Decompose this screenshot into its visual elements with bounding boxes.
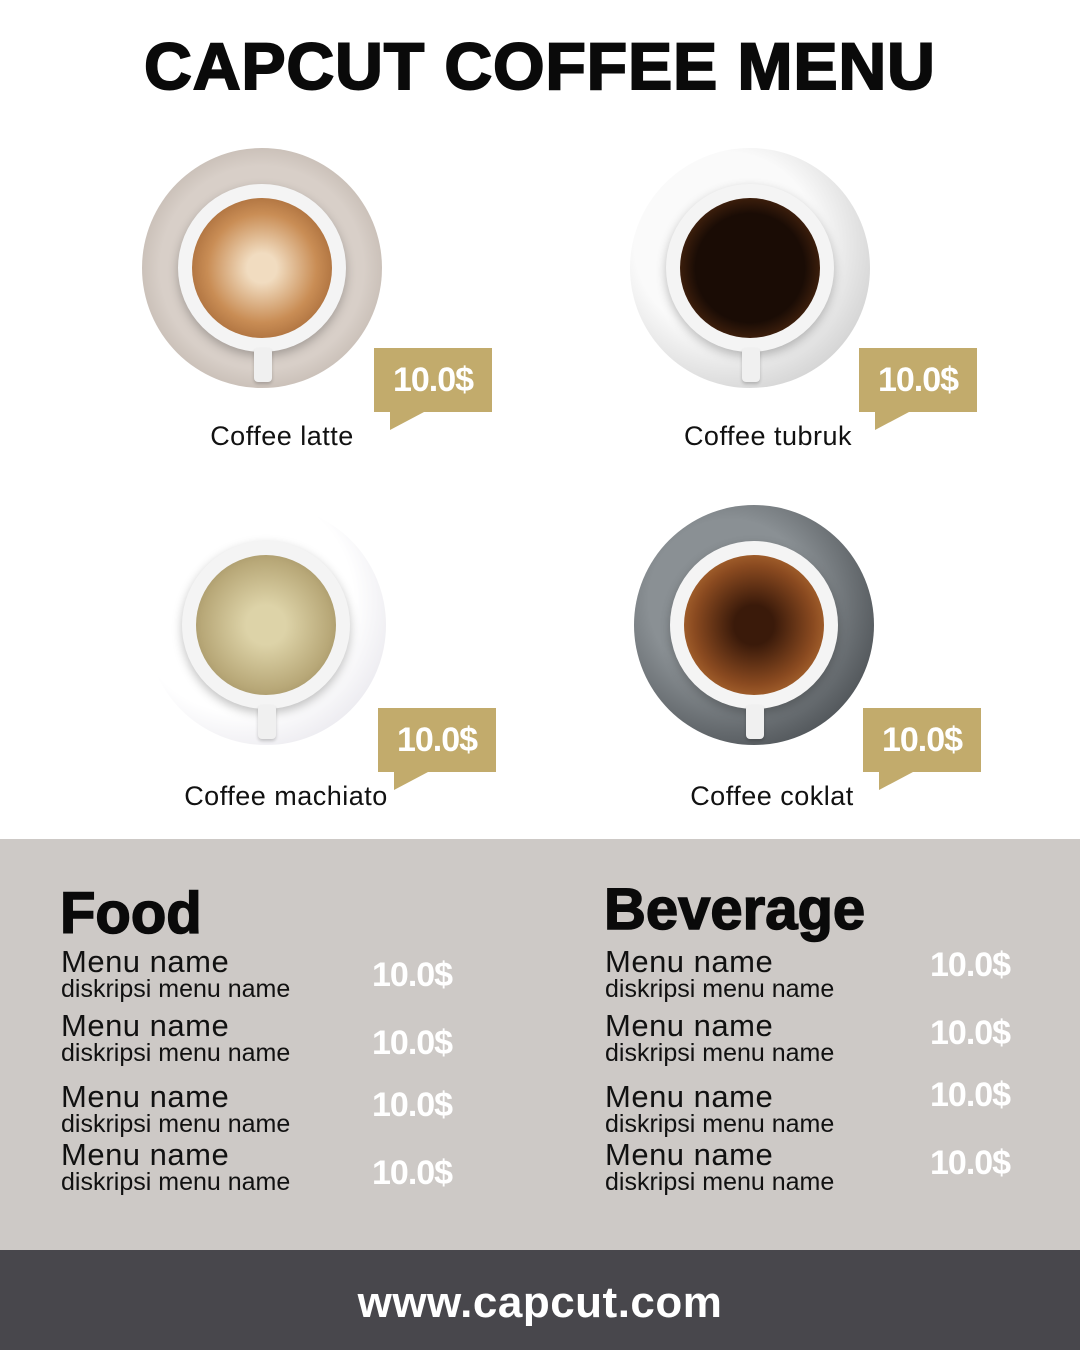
product-name: Coffee coklat bbox=[690, 781, 854, 811]
price-tag: 10.0$ bbox=[378, 708, 496, 790]
beverage-price: 10.0$ bbox=[930, 946, 1011, 984]
product-name: Coffee latte bbox=[210, 421, 354, 451]
coffee-tubruk-image bbox=[630, 148, 870, 388]
food-item: Menu name diskripsi menu name bbox=[61, 1008, 291, 1067]
coffee-coklat-image bbox=[634, 505, 874, 745]
food-price: 10.0$ bbox=[372, 1024, 453, 1062]
page-title: CAPCUT COFFEE MENU bbox=[143, 28, 936, 104]
food-price: 10.0$ bbox=[372, 1154, 453, 1192]
beverage-item: Menu name diskripsi menu name bbox=[605, 944, 835, 1003]
price-tag: 10.0$ bbox=[859, 348, 977, 430]
food-item: Menu name diskripsi menu name bbox=[61, 944, 291, 1003]
beverage-item: Menu name diskripsi menu name bbox=[605, 1008, 835, 1067]
price-tag: 10.0$ bbox=[374, 348, 492, 430]
beverage-title: Beverage bbox=[603, 876, 866, 943]
beverage-price: 10.0$ bbox=[930, 1014, 1011, 1052]
menu-list-section bbox=[0, 839, 1080, 1250]
beverage-item: Menu name diskripsi menu name bbox=[605, 1137, 835, 1196]
product-name: Coffee machiato bbox=[184, 781, 388, 811]
food-item: Menu name diskripsi menu name bbox=[61, 1079, 291, 1138]
beverage-item: Menu name diskripsi menu name bbox=[605, 1079, 835, 1138]
food-price: 10.0$ bbox=[372, 956, 453, 994]
coffee-latte-image bbox=[142, 148, 382, 388]
footer-website: www.capcut.com bbox=[0, 1250, 1080, 1350]
food-title: Food bbox=[59, 880, 202, 947]
beverage-price: 10.0$ bbox=[930, 1076, 1011, 1114]
food-item: Menu name diskripsi menu name bbox=[61, 1137, 291, 1196]
price-tag: 10.0$ bbox=[863, 708, 981, 790]
coffee-machiato-image bbox=[146, 505, 386, 745]
beverage-price: 10.0$ bbox=[930, 1144, 1011, 1182]
product-name: Coffee tubruk bbox=[683, 421, 853, 451]
food-price: 10.0$ bbox=[372, 1086, 453, 1124]
